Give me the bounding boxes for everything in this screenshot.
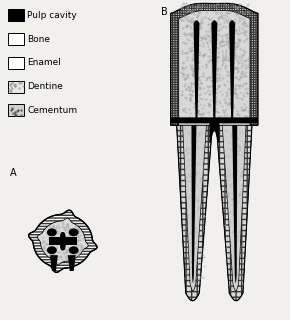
Polygon shape bbox=[37, 218, 88, 264]
Polygon shape bbox=[229, 20, 235, 119]
Polygon shape bbox=[68, 255, 76, 271]
Polygon shape bbox=[211, 20, 217, 119]
Bar bbox=[8, 9, 24, 21]
Ellipse shape bbox=[69, 228, 79, 236]
Text: Bone: Bone bbox=[27, 35, 50, 44]
Polygon shape bbox=[179, 11, 250, 125]
Ellipse shape bbox=[69, 246, 79, 254]
Polygon shape bbox=[50, 255, 58, 271]
Polygon shape bbox=[28, 210, 97, 272]
Polygon shape bbox=[177, 125, 212, 301]
Ellipse shape bbox=[47, 246, 57, 254]
Polygon shape bbox=[171, 117, 258, 143]
Ellipse shape bbox=[60, 232, 64, 250]
Polygon shape bbox=[193, 20, 200, 119]
Ellipse shape bbox=[60, 232, 64, 250]
Ellipse shape bbox=[47, 228, 57, 236]
Text: Pulp cavity: Pulp cavity bbox=[27, 11, 77, 20]
Ellipse shape bbox=[61, 232, 65, 250]
Polygon shape bbox=[171, 4, 258, 125]
Text: A: A bbox=[10, 168, 17, 178]
Ellipse shape bbox=[62, 232, 66, 250]
Bar bbox=[8, 33, 24, 45]
Ellipse shape bbox=[61, 232, 65, 250]
Text: B: B bbox=[161, 7, 168, 17]
Polygon shape bbox=[232, 125, 237, 283]
Polygon shape bbox=[37, 218, 88, 264]
Bar bbox=[8, 57, 24, 69]
Polygon shape bbox=[222, 125, 246, 291]
Text: Enamel: Enamel bbox=[27, 58, 61, 67]
Ellipse shape bbox=[61, 232, 66, 250]
Bar bbox=[8, 81, 24, 92]
Ellipse shape bbox=[61, 232, 65, 250]
Bar bbox=[8, 105, 24, 116]
Ellipse shape bbox=[60, 232, 64, 250]
Text: Dentine: Dentine bbox=[27, 82, 63, 91]
Polygon shape bbox=[216, 125, 252, 301]
Bar bbox=[8, 57, 24, 69]
Bar bbox=[49, 237, 77, 245]
Text: Cementum: Cementum bbox=[27, 106, 77, 115]
Polygon shape bbox=[183, 125, 206, 291]
Polygon shape bbox=[191, 125, 196, 283]
